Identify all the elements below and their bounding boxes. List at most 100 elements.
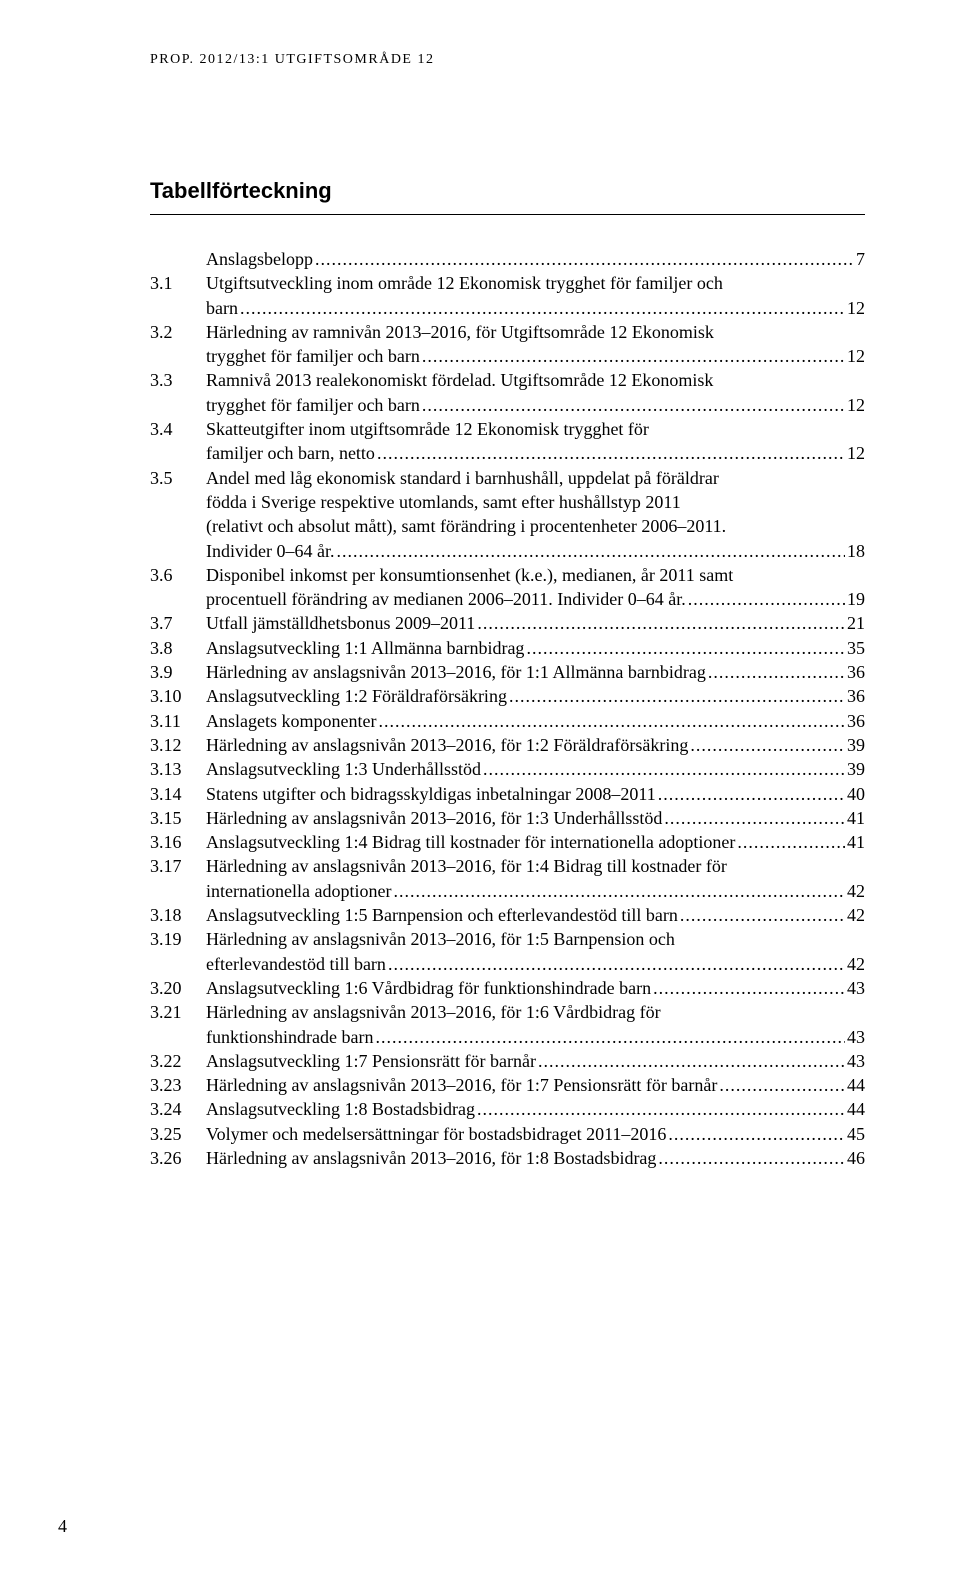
toc-text-wrap: Härledning av anslagsnivån 2013–2016, fö… (206, 1000, 865, 1049)
toc-page: 35 (847, 636, 865, 660)
toc-text: Anslagsutveckling 1:8 Bostadsbidrag (206, 1097, 475, 1121)
toc-page: 43 (847, 1049, 865, 1073)
table-of-contents: Anslagsbelopp73.1Utgiftsutveckling inom … (150, 247, 865, 1170)
toc-page: 36 (847, 660, 865, 684)
toc-text-wrap: Anslagets komponenter 36 (206, 709, 865, 733)
toc-leader (719, 1073, 845, 1097)
toc-number: 3.10 (150, 684, 206, 708)
toc-number: 3.25 (150, 1122, 206, 1146)
toc-text-wrap: Härledning av anslagsnivån 2013–2016, fö… (206, 1146, 865, 1170)
toc-row: 3.12Härledning av anslagsnivån 2013–2016… (150, 733, 865, 757)
toc-text: Anslagsutveckling 1:6 Vårdbidrag för fun… (206, 976, 651, 1000)
toc-number: 3.23 (150, 1073, 206, 1097)
toc-page: 36 (847, 684, 865, 708)
toc-page: 45 (847, 1122, 865, 1146)
toc-page: 39 (847, 733, 865, 757)
toc-leader (393, 879, 845, 903)
toc-text: Anslagets komponenter (206, 709, 376, 733)
toc-leader (658, 782, 845, 806)
toc-text-wrap: Disponibel inkomst per konsumtionsenhet … (206, 563, 865, 612)
toc-text: Anslagsutveckling 1:7 Pensionsrätt för b… (206, 1049, 536, 1073)
page-container: PROP. 2012/13:1 UTGIFTSOMRÅDE 12 Tabellf… (0, 0, 960, 1589)
toc-number: 3.4 (150, 417, 206, 441)
toc-page: 36 (847, 709, 865, 733)
toc-text: efterlevandestöd till barn (206, 952, 386, 976)
toc-text: familjer och barn, netto (206, 441, 375, 465)
toc-number: 3.6 (150, 563, 206, 587)
toc-number: 3.3 (150, 368, 206, 392)
toc-number: 3.15 (150, 806, 206, 830)
toc-text: Härledning av anslagsnivån 2013–2016, fö… (206, 806, 662, 830)
toc-page: 12 (847, 296, 865, 320)
toc-text: Anslagsutveckling 1:5 Barnpension och ef… (206, 903, 678, 927)
toc-row: 3.10Anslagsutveckling 1:2 Föräldraförsäk… (150, 684, 865, 708)
toc-text-wrap: Anslagsutveckling 1:5 Barnpension och ef… (206, 903, 865, 927)
toc-number: 3.13 (150, 757, 206, 781)
toc-row: 3.23Härledning av anslagsnivån 2013–2016… (150, 1073, 865, 1097)
toc-text-wrap: Anslagsutveckling 1:8 Bostadsbidrag 44 (206, 1097, 865, 1121)
toc-text-wrap: Anslagsbelopp7 (206, 247, 865, 271)
toc-leader (477, 1097, 845, 1121)
toc-row: 3.25Volymer och medelsersättningar för b… (150, 1122, 865, 1146)
toc-row: 3.19Härledning av anslagsnivån 2013–2016… (150, 927, 865, 976)
toc-number: 3.8 (150, 636, 206, 660)
toc-number: 3.17 (150, 854, 206, 878)
toc-text-wrap: Statens utgifter och bidragsskyldigas in… (206, 782, 865, 806)
toc-number: 3.2 (150, 320, 206, 344)
toc-text: internationella adoptioner (206, 879, 391, 903)
toc-text-wrap: Härledning av anslagsnivån 2013–2016, fö… (206, 660, 865, 684)
toc-number: 3.19 (150, 927, 206, 951)
toc-text: Härledning av anslagsnivån 2013–2016, fö… (206, 927, 865, 951)
page-number: 4 (58, 1516, 67, 1537)
toc-text: trygghet för familjer och barn (206, 344, 420, 368)
toc-leader (658, 1146, 845, 1170)
toc-row: 3.2Härledning av ramnivån 2013–2016, för… (150, 320, 865, 369)
toc-text-wrap: Ramnivå 2013 realekonomiskt fördelad. Ut… (206, 368, 865, 417)
toc-text: Skatteutgifter inom utgiftsområde 12 Eko… (206, 417, 865, 441)
toc-leader (375, 1025, 845, 1049)
toc-page: 44 (847, 1097, 865, 1121)
toc-page: 18 (847, 539, 865, 563)
toc-number: 3.16 (150, 830, 206, 854)
toc-number: 3.18 (150, 903, 206, 927)
toc-text-wrap: Härledning av anslagsnivån 2013–2016, fö… (206, 927, 865, 976)
toc-row: 3.3Ramnivå 2013 realekonomiskt fördelad.… (150, 368, 865, 417)
toc-leader (680, 903, 845, 927)
toc-leader (422, 393, 845, 417)
toc-text-wrap: Anslagsutveckling 1:4 Bidrag till kostna… (206, 830, 865, 854)
toc-leader (664, 806, 845, 830)
toc-text: Anslagsutveckling 1:2 Föräldraförsäkring (206, 684, 507, 708)
toc-text: barn (206, 296, 238, 320)
toc-number: 3.1 (150, 271, 206, 295)
toc-number: 3.5 (150, 466, 206, 490)
toc-text: Anslagsutveckling 1:1 Allmänna barnbidra… (206, 636, 524, 660)
toc-text-wrap: Skatteutgifter inom utgiftsområde 12 Eko… (206, 417, 865, 466)
toc-page: 42 (847, 879, 865, 903)
toc-number: 3.20 (150, 976, 206, 1000)
toc-number: 3.12 (150, 733, 206, 757)
toc-text: Härledning av anslagsnivån 2013–2016, fö… (206, 854, 865, 878)
toc-row: 3.6Disponibel inkomst per konsumtionsenh… (150, 563, 865, 612)
toc-page: 43 (847, 976, 865, 1000)
toc-row: 3.5Andel med låg ekonomisk standard i ba… (150, 466, 865, 563)
toc-number: 3.11 (150, 709, 206, 733)
toc-text: födda i Sverige respektive utomlands, sa… (206, 490, 865, 514)
toc-leader (240, 296, 845, 320)
toc-text: Härledning av anslagsnivån 2013–2016, fö… (206, 733, 688, 757)
toc-text: Anslagsutveckling 1:3 Underhållsstöd (206, 757, 481, 781)
toc-text: Anslagsutveckling 1:4 Bidrag till kostna… (206, 830, 735, 854)
toc-page: 44 (847, 1073, 865, 1097)
toc-text: Andel med låg ekonomisk standard i barnh… (206, 466, 865, 490)
toc-row: 3.22Anslagsutveckling 1:7 Pensionsrätt f… (150, 1049, 865, 1073)
toc-number: 3.9 (150, 660, 206, 684)
toc-leader (477, 611, 845, 635)
toc-row: 3.13Anslagsutveckling 1:3 Underhållsstöd… (150, 757, 865, 781)
running-header: PROP. 2012/13:1 UTGIFTSOMRÅDE 12 (150, 52, 865, 68)
toc-text: Statens utgifter och bidragsskyldigas in… (206, 782, 656, 806)
toc-leader (388, 952, 845, 976)
toc-text: Härledning av anslagsnivån 2013–2016, fö… (206, 1146, 656, 1170)
toc-text-wrap: Utgiftsutveckling inom område 12 Ekonomi… (206, 271, 865, 320)
toc-row: 3.21Härledning av anslagsnivån 2013–2016… (150, 1000, 865, 1049)
toc-leader (378, 709, 845, 733)
toc-row: 3.8Anslagsutveckling 1:1 Allmänna barnbi… (150, 636, 865, 660)
